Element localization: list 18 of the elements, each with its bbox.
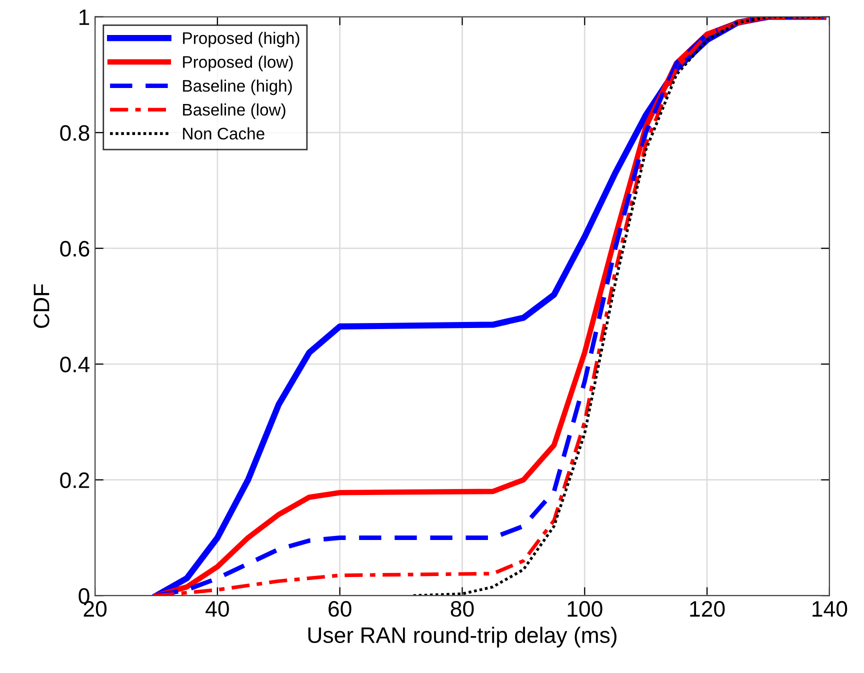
- legend-label: Proposed (low): [183, 56, 293, 72]
- x-tick-label: 120: [690, 601, 725, 617]
- y-tick-label: 1: [80, 10, 90, 25]
- legend-label: Proposed (high): [183, 32, 300, 48]
- x-tick-label: 140: [812, 601, 848, 617]
- legend-label: Baseline (low): [183, 103, 286, 119]
- x-tick-label: 100: [568, 601, 602, 617]
- legend-label: Baseline (high): [183, 80, 292, 96]
- y-tick-label: 0.6: [60, 240, 90, 257]
- y-tick-label: 0.4: [60, 356, 90, 372]
- x-tick-label: 40: [206, 601, 229, 617]
- legend-label: Non Cache: [183, 127, 264, 140]
- y-tick-label: 0.8: [60, 125, 90, 141]
- x-tick-label: 80: [450, 601, 474, 617]
- x-axis-title: User RAN round-trip delay (ms): [308, 626, 616, 648]
- y-axis-title: CDF: [34, 284, 50, 328]
- x-tick-label: 60: [328, 601, 352, 617]
- y-tick-label: 0.2: [60, 472, 90, 488]
